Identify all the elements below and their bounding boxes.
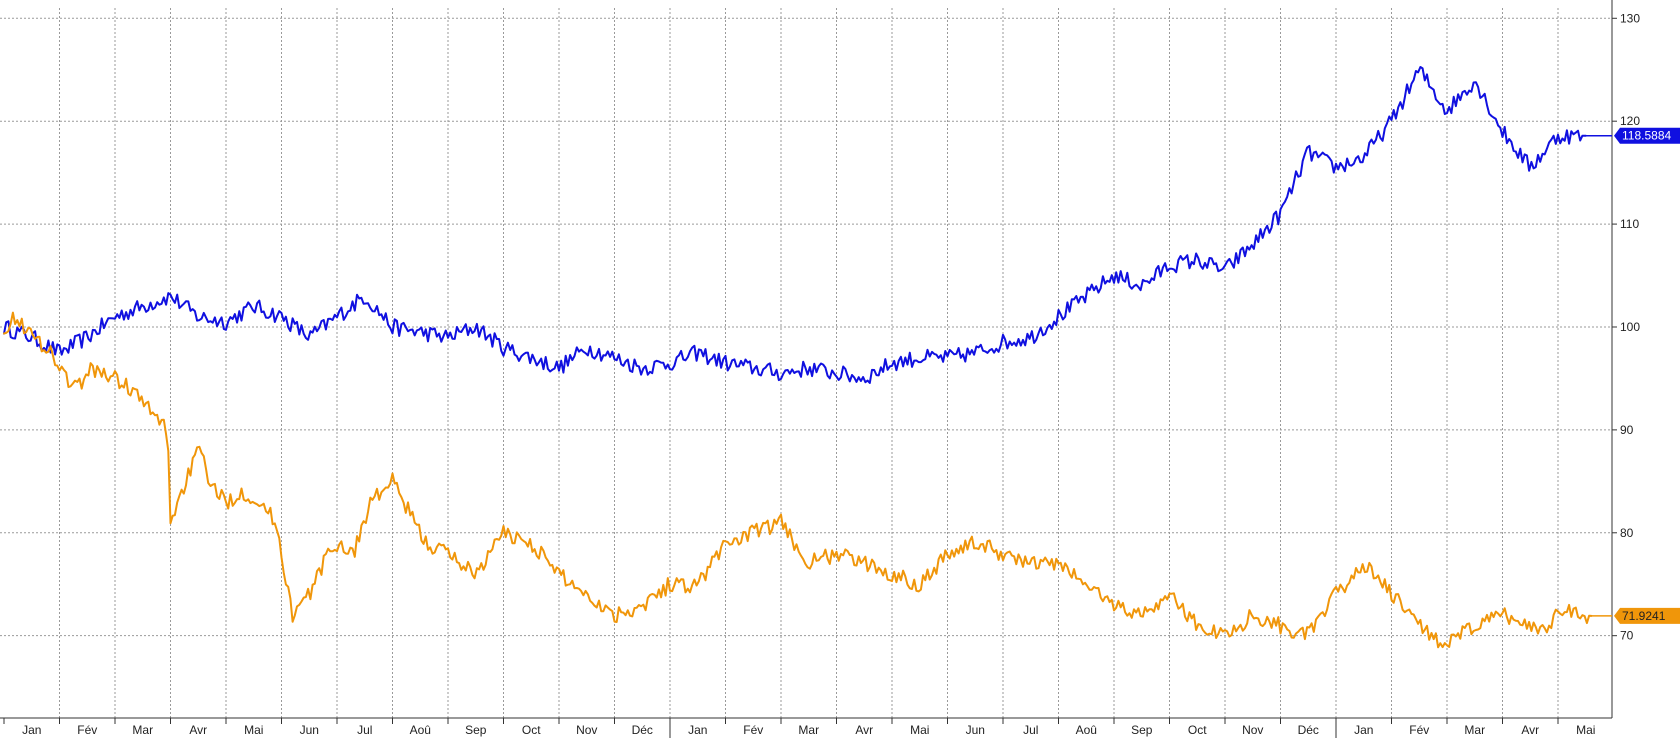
x-tick-label: Mai xyxy=(244,723,263,737)
last-value-label: 118.5884 xyxy=(1622,129,1671,143)
y-tick-label: 110 xyxy=(1620,217,1639,231)
x-tick-label: Nov xyxy=(576,723,597,737)
y-tick-label: 80 xyxy=(1620,526,1634,540)
x-tick-label: Fév xyxy=(77,723,97,737)
x-tick-label: Jul xyxy=(357,723,372,737)
x-tick-label: Aoû xyxy=(1076,723,1097,737)
x-tick-label: Mar xyxy=(132,723,153,737)
y-tick-label: 70 xyxy=(1620,629,1634,643)
x-tick-label: Jan xyxy=(22,723,41,737)
x-tick-label: Fév xyxy=(743,723,763,737)
x-tick-label: Mar xyxy=(1464,723,1485,737)
x-tick-label: Oct xyxy=(522,723,541,737)
x-tick-label: Fév xyxy=(1409,723,1429,737)
y-tick-label: 130 xyxy=(1620,11,1640,25)
x-tick-label: Jul xyxy=(1023,723,1038,737)
x-tick-label: Sep xyxy=(1131,723,1153,737)
series-layer xyxy=(3,66,1593,649)
axis-layer: 70 80 90 100 110 120 130 Jan Fév Mar Avr Mai Jun Jul A… xyxy=(0,0,1640,738)
x-tick-label: Déc xyxy=(632,723,653,737)
grid-layer xyxy=(0,8,1612,718)
x-tick-label: Avr xyxy=(855,723,873,737)
x-tick-label: Sep xyxy=(465,723,487,737)
series-line-2 xyxy=(3,311,1593,649)
series-line-1 xyxy=(3,66,1587,384)
y-tick-label: 120 xyxy=(1620,114,1640,128)
x-tick-label: Déc xyxy=(1298,723,1319,737)
y-tick-label: 100 xyxy=(1620,320,1640,334)
last-value-label: 71.9241 xyxy=(1622,609,1666,623)
last-value-flag xyxy=(1614,127,1680,144)
x-tick-label: Avr xyxy=(1521,723,1539,737)
x-tick-label: Avr xyxy=(189,723,207,737)
x-tick-label: Oct xyxy=(1188,723,1207,737)
y-tick-label: 90 xyxy=(1620,423,1634,437)
x-tick-label: Aoû xyxy=(410,723,431,737)
x-tick-label: Mar xyxy=(798,723,819,737)
x-tick-label: Mai xyxy=(1576,723,1595,737)
x-tick-label: Jan xyxy=(688,723,707,737)
x-tick-label: Mai xyxy=(910,723,929,737)
last-value-flag xyxy=(1614,607,1680,624)
x-tick-label: Jun xyxy=(966,723,985,737)
x-tick-label: Nov xyxy=(1242,723,1263,737)
x-tick-label: Jun xyxy=(300,723,319,737)
last-value-flags: 118.5884 71.9241 xyxy=(1585,127,1680,624)
x-tick-label: Jan xyxy=(1354,723,1373,737)
